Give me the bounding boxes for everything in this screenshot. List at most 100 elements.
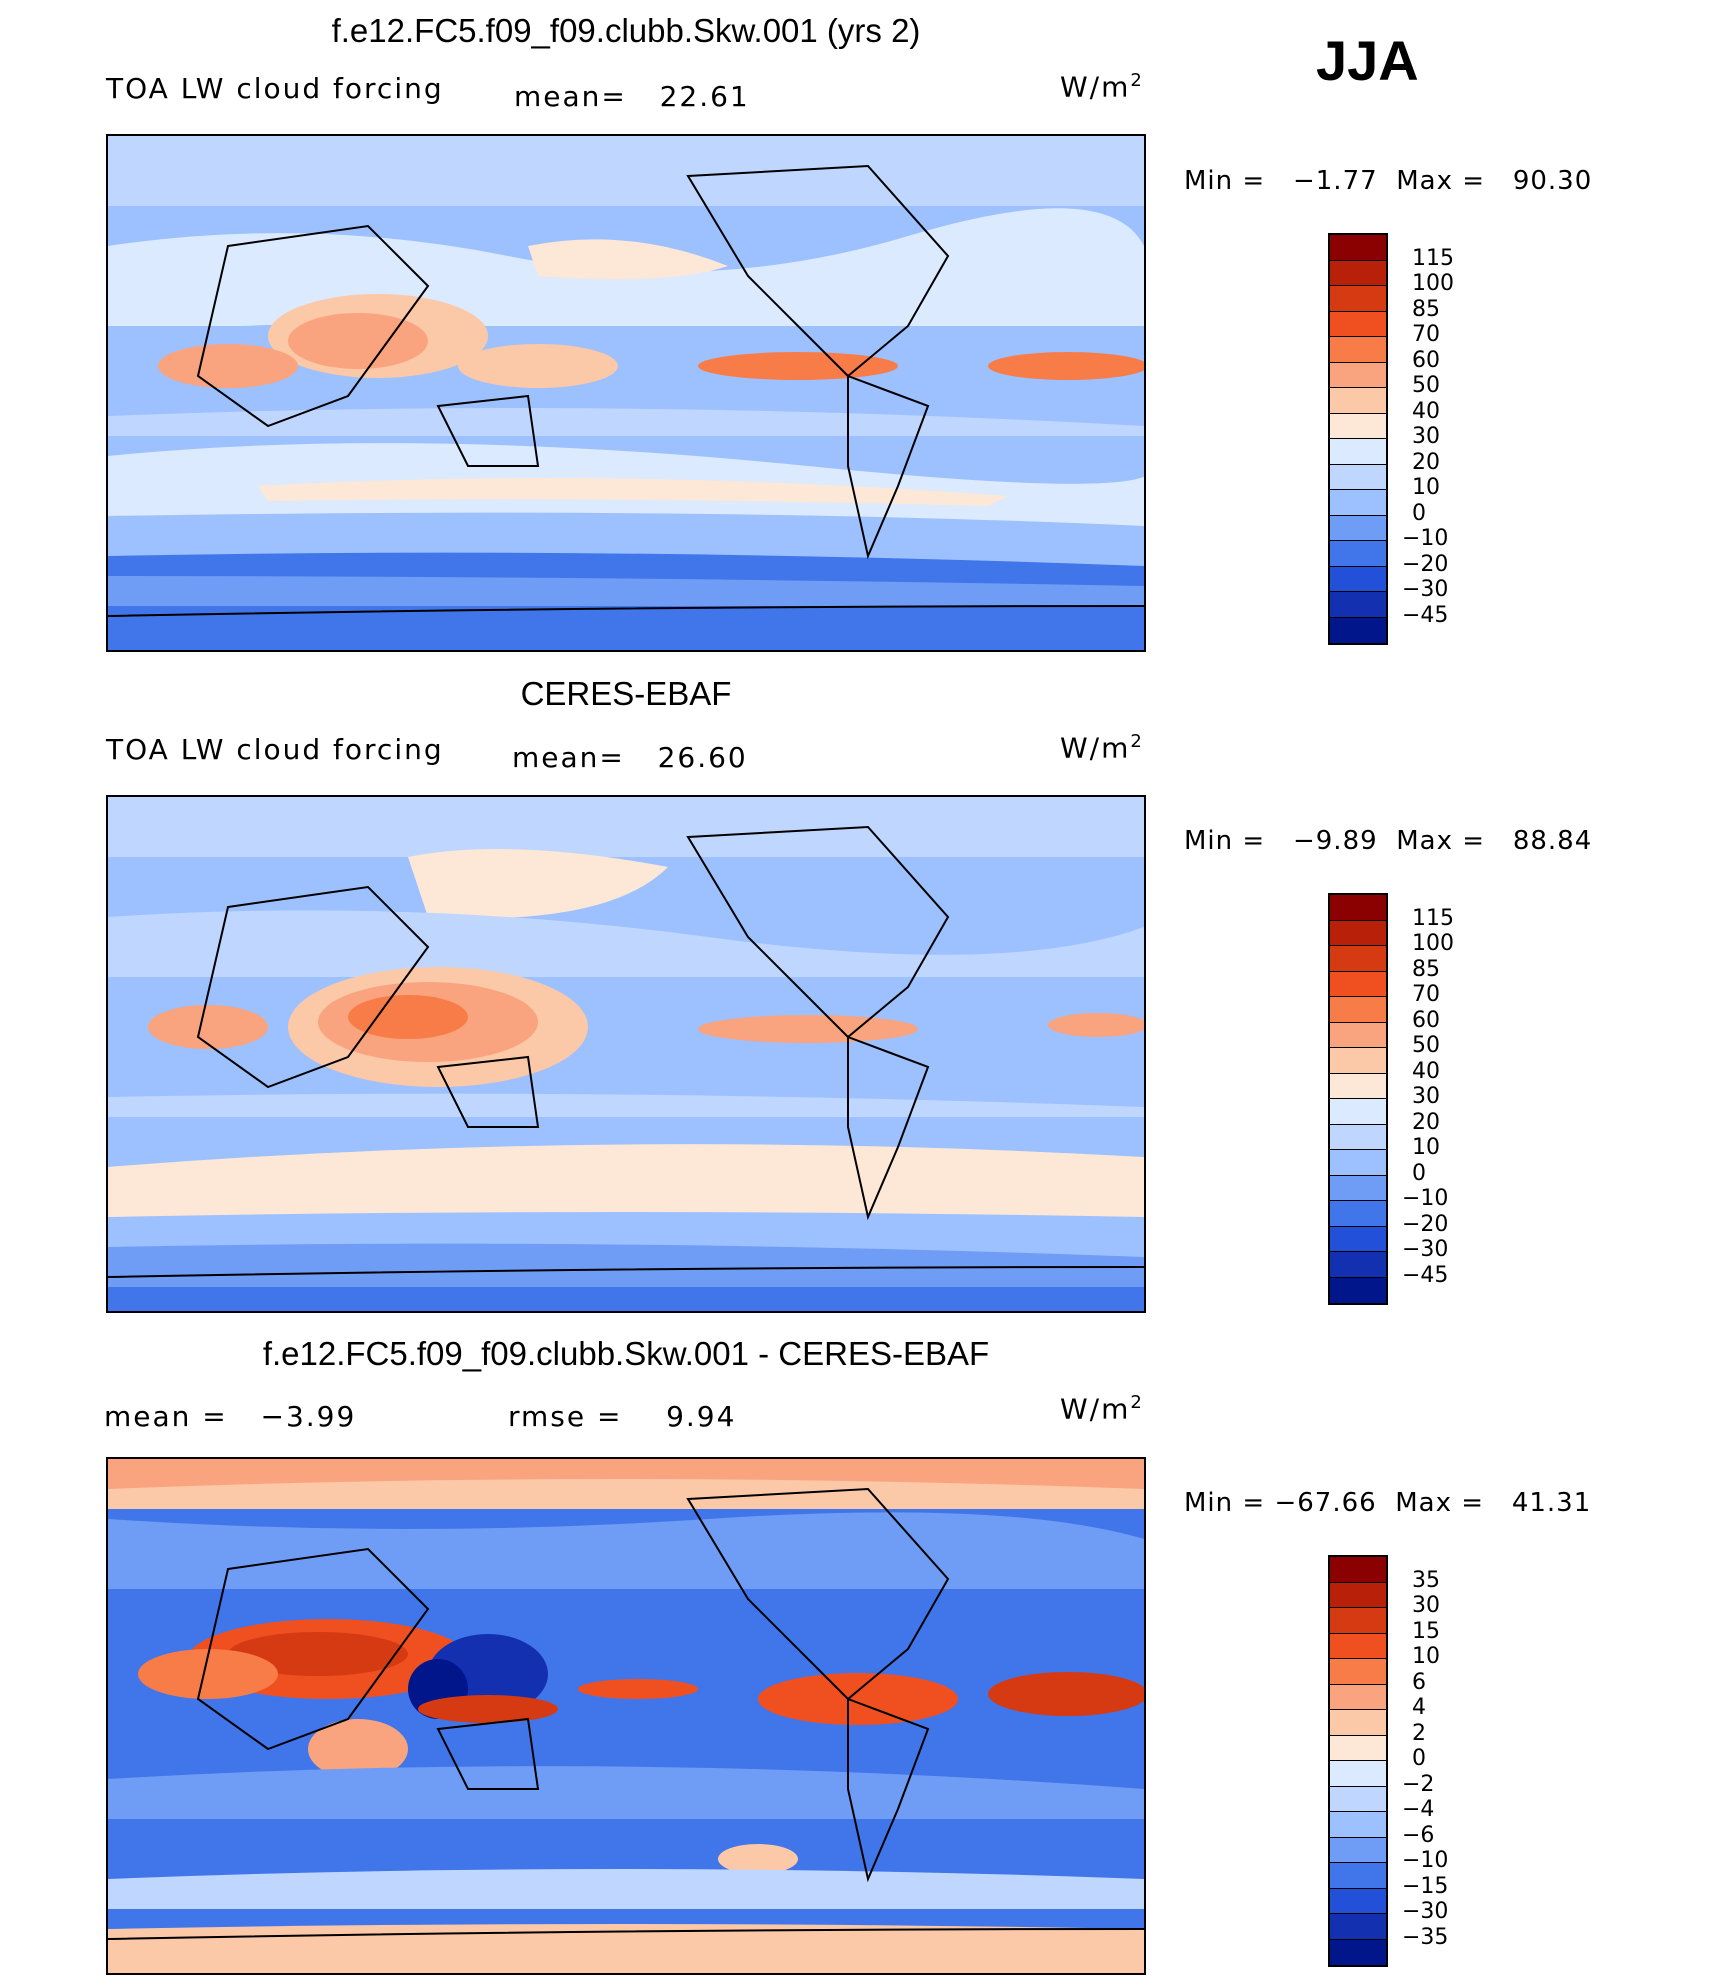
colorbar-tick-label: 35 [1412,1567,1440,1593]
colorbar-segment [1330,997,1386,1023]
colorbar-segment [1330,895,1386,921]
colorbar-tick-label: 50 [1412,1033,1440,1058]
colorbar-segment [1330,1557,1386,1583]
panel2-variable: TOA LW cloud forcing [106,733,444,766]
colorbar-tick-label: 70 [1412,982,1440,1007]
panel1-variable: TOA LW cloud forcing [106,72,444,105]
colorbar-segment [1330,286,1386,312]
colorbar-segment [1330,541,1386,567]
panel1-field [108,136,1144,650]
panel2-field [108,797,1144,1311]
panel3-max: 41.31 [1511,1488,1592,1518]
colorbar-segment [1330,1226,1386,1252]
panel3-colorbar [1328,1555,1388,1967]
panel1-mean-value: 22.61 [659,80,750,113]
colorbar-tick-label: −10 [1402,526,1449,551]
season-label: JJA [1316,29,1419,92]
colorbar-tick-label: 0 [1412,500,1426,526]
panel1-units: W/m2 [1060,70,1144,104]
panel1-min: −1.77 [1292,166,1378,196]
colorbar-segment [1330,1048,1386,1074]
colorbar-segment [1330,1786,1386,1812]
panel3-mean: mean = −3.99 [104,1400,357,1433]
panel2-mean-value: 26.60 [657,741,748,774]
colorbar-segment [1330,1684,1386,1710]
colorbar-segment [1330,1812,1386,1838]
panel2-min: −9.89 [1292,826,1378,856]
panel3-min: −67.66 [1274,1488,1377,1518]
colorbar-segment [1330,515,1386,541]
colorbar-segment [1330,946,1386,972]
panel2-mean: mean= 26.60 [512,741,748,774]
colorbar-tick-label: −15 [1402,1873,1449,1899]
colorbar-segment [1330,1710,1386,1736]
colorbar-tick-label: 20 [1412,449,1440,475]
colorbar-segment [1330,1022,1386,1048]
colorbar-tick-label: −45 [1402,1262,1449,1288]
colorbar-tick-label: 60 [1412,1007,1440,1033]
colorbar-segment [1330,1939,1386,1965]
colorbar-tick-label: 30 [1412,1084,1440,1109]
colorbar-tick-label: 20 [1412,1109,1440,1135]
colorbar-segment [1330,1914,1386,1940]
colorbar-segment [1330,1837,1386,1863]
colorbar-tick-label: 50 [1412,373,1440,398]
colorbar-segment [1330,311,1386,337]
panel1-max: 90.30 [1512,166,1593,196]
colorbar-segment [1330,337,1386,363]
colorbar-tick-label: 10 [1412,1135,1440,1160]
colorbar-segment [1330,1659,1386,1685]
colorbar-segment [1330,388,1386,414]
panel2-max: 88.84 [1512,826,1593,856]
colorbar-tick-label: 4 [1412,1695,1426,1720]
colorbar-tick-label: 100 [1412,931,1454,956]
panel3-mean-value: −3.99 [260,1400,357,1433]
colorbar-segment [1330,592,1386,618]
colorbar-segment [1330,1073,1386,1099]
panel2-title: CERES-EBAF [520,675,732,712]
colorbar-tick-label: −20 [1402,1211,1449,1237]
colorbar-tick-label: 10 [1412,1644,1440,1669]
colorbar-segment [1330,362,1386,388]
panel1-title: f.e12.FC5.f09_f09.clubb.Skw.001 (yrs 2) [331,12,921,49]
colorbar-segment [1330,490,1386,516]
colorbar-tick-label: 85 [1412,296,1440,322]
colorbar-segment [1330,1277,1386,1303]
colorbar-tick-label: 115 [1412,905,1454,931]
colorbar-tick-label: 40 [1412,1058,1440,1084]
panel3-rmse-value: 9.94 [666,1400,737,1433]
colorbar-tick-label: 70 [1412,322,1440,347]
colorbar-tick-label: 0 [1412,1746,1426,1771]
panel3-rmse: rmse = 9.94 [508,1400,737,1433]
colorbar-tick-label: −30 [1402,577,1449,602]
colorbar-tick-label: 15 [1412,1618,1440,1644]
colorbar-segment [1330,1582,1386,1608]
colorbar-tick-label: 10 [1412,475,1440,500]
colorbar-segment [1330,260,1386,286]
panel2-units: W/m2 [1060,731,1144,765]
colorbar-segment [1330,566,1386,592]
colorbar-tick-label: −10 [1402,1186,1449,1211]
colorbar-tick-label: −10 [1402,1848,1449,1873]
panel1-colorbar [1328,233,1388,645]
colorbar-segment [1330,464,1386,490]
panel3-title: f.e12.FC5.f09_f09.clubb.Skw.001 - CERES-… [262,1335,990,1372]
colorbar-segment [1330,1252,1386,1278]
panel1-mean: mean= 22.61 [514,80,750,113]
colorbar-segment [1330,1633,1386,1659]
colorbar-segment [1330,1099,1386,1125]
panel2-colorbar [1328,893,1388,1305]
colorbar-tick-label: 2 [1412,1720,1426,1746]
colorbar-segment [1330,413,1386,439]
colorbar-segment [1330,1888,1386,1914]
colorbar-tick-label: 30 [1412,1593,1440,1618]
colorbar-tick-label: −2 [1402,1771,1435,1797]
colorbar-tick-label: 100 [1412,271,1454,296]
colorbar-tick-label: 60 [1412,347,1440,373]
colorbar-segment [1330,439,1386,465]
panel2-minmax: Min = −9.89 Max = 88.84 [1184,826,1593,856]
panel3-field [108,1459,1144,1973]
colorbar-segment [1330,1124,1386,1150]
colorbar-segment [1330,1735,1386,1761]
colorbar-tick-label: −45 [1402,602,1449,628]
